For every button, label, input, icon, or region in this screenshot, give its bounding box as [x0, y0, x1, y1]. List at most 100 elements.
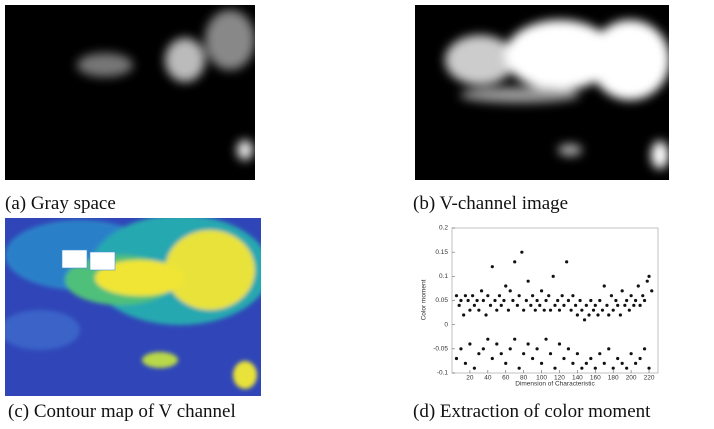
point: [524, 298, 528, 303]
point: [596, 313, 600, 317]
point: [481, 347, 485, 351]
point: [508, 289, 512, 293]
y-tick-label: 0.05: [435, 297, 448, 304]
caption: (b) V-channel image: [413, 193, 568, 214]
point: [611, 308, 615, 312]
point: [587, 313, 591, 317]
x-tick-label: 100: [536, 375, 547, 382]
point: [481, 298, 485, 303]
x-tick-label: 220: [644, 375, 655, 382]
point: [598, 352, 602, 356]
gray-image: [5, 5, 255, 180]
x-tick-label: 20: [466, 375, 474, 382]
point: [618, 313, 622, 317]
point: [495, 342, 499, 346]
point: [477, 352, 481, 356]
point: [504, 361, 508, 365]
point: [580, 366, 584, 370]
point: [486, 337, 490, 341]
point: [589, 356, 593, 361]
point: [565, 260, 569, 264]
point: [454, 294, 459, 298]
point: [513, 260, 517, 264]
point: [542, 308, 546, 312]
point: [571, 361, 575, 365]
point: [475, 298, 479, 303]
v-channel-image: [415, 5, 669, 180]
point: [620, 361, 624, 365]
point: [517, 366, 521, 370]
point: [538, 303, 542, 307]
point: [560, 294, 564, 298]
x-tick-label: 40: [484, 375, 492, 382]
point: [533, 308, 537, 312]
point: [562, 303, 566, 307]
point: [580, 308, 584, 312]
scatter-chart: Dimension of Characteristic Color moment…: [421, 225, 659, 388]
point: [645, 279, 649, 283]
point: [472, 303, 476, 307]
point: [589, 298, 593, 303]
point: [557, 342, 562, 346]
x-tick-label: 60: [502, 375, 510, 382]
point: [508, 347, 512, 351]
point: [591, 308, 596, 312]
point: [575, 352, 579, 356]
point: [495, 308, 499, 312]
point: [457, 303, 461, 307]
point: [535, 298, 539, 303]
x-tick-label: 140: [572, 375, 583, 382]
point: [598, 298, 602, 303]
point: [535, 347, 539, 351]
point: [488, 303, 493, 307]
point: [642, 347, 647, 351]
point: [593, 303, 597, 307]
point: [593, 366, 597, 370]
point: [584, 361, 588, 365]
point: [513, 337, 517, 341]
point: [551, 274, 555, 278]
point: [642, 298, 647, 303]
point: [634, 361, 638, 365]
point: [468, 308, 472, 312]
y-tick-label: -0.05: [433, 346, 448, 353]
point: [578, 298, 582, 303]
point: [557, 308, 562, 312]
point: [504, 284, 508, 288]
x-tick-label: 200: [626, 375, 637, 382]
point: [602, 361, 606, 365]
point: [486, 294, 490, 298]
point: [607, 347, 611, 351]
point: [479, 289, 484, 293]
point: [548, 352, 553, 356]
point: [522, 308, 526, 312]
point: [468, 342, 472, 346]
y-tick-label: 0.15: [435, 249, 448, 256]
point: [623, 303, 627, 307]
point: [459, 298, 463, 303]
point: [522, 352, 526, 356]
point: [614, 298, 618, 303]
point: [575, 313, 579, 317]
point: [556, 298, 560, 303]
caption: (a) Gray space: [5, 193, 116, 214]
point: [506, 308, 511, 312]
point: [459, 347, 463, 351]
point: [553, 303, 557, 307]
point: [607, 313, 611, 317]
point: [650, 289, 654, 293]
caption: (c) Contour map of V channel: [8, 401, 236, 422]
point: [629, 352, 633, 356]
point: [641, 294, 645, 298]
point: [454, 356, 459, 361]
point: [616, 303, 620, 307]
point: [493, 298, 497, 303]
point: [647, 366, 651, 370]
y-axis-label: Color moment: [421, 279, 428, 320]
point: [502, 298, 506, 303]
point: [484, 313, 488, 317]
point: [609, 294, 614, 298]
point: [462, 313, 466, 317]
x-tick-label: 160: [590, 375, 601, 382]
